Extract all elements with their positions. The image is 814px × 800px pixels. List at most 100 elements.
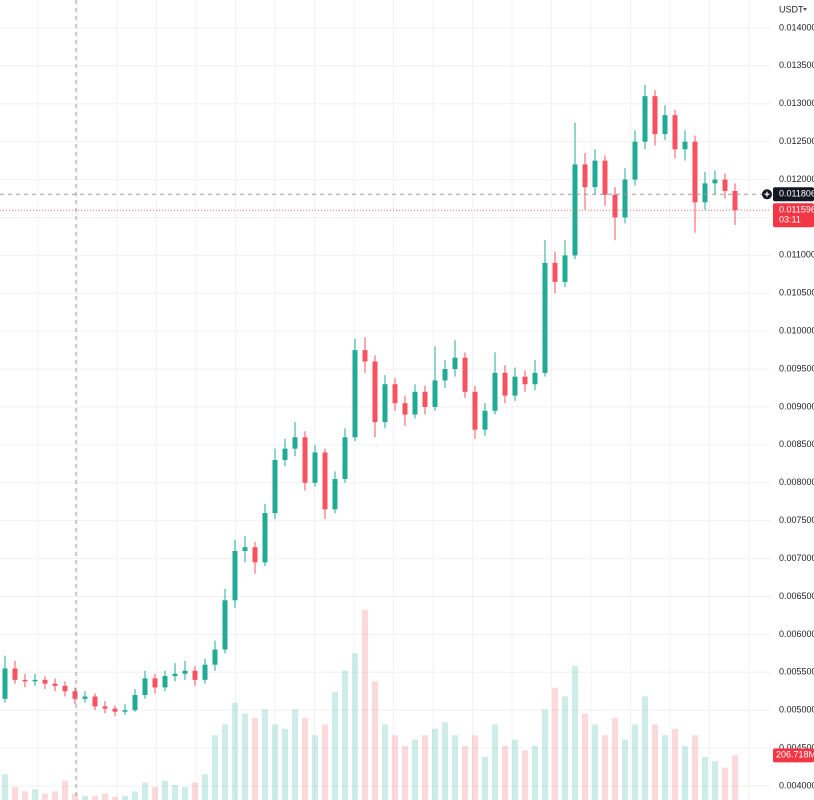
y-tick-label: 0.008500 <box>779 439 814 449</box>
candle-body <box>452 357 458 370</box>
volume-bar <box>462 746 468 800</box>
candle-body <box>712 179 718 184</box>
candle-body <box>252 547 258 563</box>
currency-selector[interactable]: USDT <box>779 4 807 14</box>
y-tick-label: 0.004500 <box>779 742 814 752</box>
candle-body <box>72 691 78 699</box>
candle-body <box>502 372 508 396</box>
current-price-box <box>773 203 814 228</box>
crosshair-price-label: 0.011806 <box>779 189 814 199</box>
y-tick-label: 0.009500 <box>779 363 814 373</box>
volume-bar <box>182 787 188 800</box>
crosshair-price-box <box>773 187 814 202</box>
candle-body <box>292 437 298 449</box>
volume-bar <box>62 780 68 800</box>
volume-bar <box>322 724 328 800</box>
candle-body <box>612 194 618 218</box>
add-alert-icon[interactable] <box>764 191 770 197</box>
candle-body <box>342 437 348 479</box>
volume-bar <box>52 791 58 800</box>
candle-body <box>122 710 128 712</box>
volume-bar <box>72 793 78 800</box>
candle-body <box>412 391 418 415</box>
volume-bar <box>22 791 28 800</box>
candle-body <box>182 670 188 674</box>
volume-bar <box>682 746 688 800</box>
candle-body <box>602 160 608 195</box>
volume-bar <box>232 702 238 800</box>
candle-body <box>512 376 518 396</box>
y-tick-label: 0.007000 <box>779 553 814 563</box>
candle-body <box>522 376 528 385</box>
volume-bar <box>362 610 368 800</box>
candle-body <box>52 683 58 686</box>
volume-bar <box>162 780 168 800</box>
volume-bar <box>492 724 498 800</box>
volume-bar <box>602 735 608 800</box>
y-tick-label: 0.005500 <box>779 667 814 677</box>
volume-bar <box>452 735 458 800</box>
candle-body <box>92 696 98 707</box>
candle-body <box>582 164 588 188</box>
candle-body <box>732 190 738 211</box>
volume-bar <box>252 717 258 800</box>
volume-bar <box>392 735 398 800</box>
volume-bar <box>202 774 208 800</box>
candle-body <box>532 372 538 385</box>
volume-bar <box>532 746 538 800</box>
candle-body <box>162 676 168 688</box>
y-tick-label: 0.008000 <box>779 477 814 487</box>
candle-body <box>692 141 698 203</box>
volume-bar <box>712 761 718 800</box>
volume-bar <box>12 787 18 800</box>
volume-bar <box>122 795 128 800</box>
volume-bar <box>632 724 638 800</box>
volume-bar <box>422 735 428 800</box>
candle-body <box>662 115 668 135</box>
volume-bar <box>472 735 478 800</box>
candle-body <box>242 547 248 551</box>
volume-bar <box>582 713 588 800</box>
candle-body <box>22 679 28 682</box>
candle-body <box>42 679 48 684</box>
volume-bar <box>42 793 48 800</box>
volume-bar <box>242 713 248 800</box>
y-tick-label: 0.006500 <box>779 591 814 601</box>
volume-bar <box>192 782 198 800</box>
currency-label[interactable]: USDT <box>779 4 804 14</box>
volume-bar <box>562 696 568 800</box>
candle-body <box>312 452 318 483</box>
volume-bar <box>382 724 388 800</box>
dropdown-arrow[interactable] <box>803 8 807 11</box>
candle-body <box>432 380 438 407</box>
volume-bar <box>272 724 278 800</box>
countdown-label: 03:11 <box>779 215 801 225</box>
y-tick-label: 0.013000 <box>779 98 814 108</box>
candle-body <box>682 141 688 150</box>
price-axis <box>771 0 814 800</box>
volume-label-box <box>773 748 814 763</box>
volume-bar <box>292 709 298 800</box>
y-tick-label: 0.010500 <box>779 288 814 298</box>
candle-body <box>262 513 268 563</box>
volume-bar <box>2 774 8 800</box>
volume-bar <box>722 767 728 800</box>
candle-body <box>352 350 358 438</box>
candle-body <box>82 696 88 699</box>
candle-body <box>272 460 278 514</box>
volume-bar <box>502 746 508 800</box>
candle-body <box>422 391 428 407</box>
volume-bar <box>142 782 148 800</box>
y-tick-label: 0.011000 <box>779 250 814 260</box>
candle-body <box>642 96 648 142</box>
volume-bar <box>222 724 228 800</box>
candle-body <box>12 668 18 680</box>
volume-bar <box>32 789 38 800</box>
candle-body <box>232 550 238 601</box>
candle-body <box>32 679 38 682</box>
candle-body <box>362 350 368 362</box>
candle-body <box>472 391 478 430</box>
candle-body <box>322 452 328 510</box>
